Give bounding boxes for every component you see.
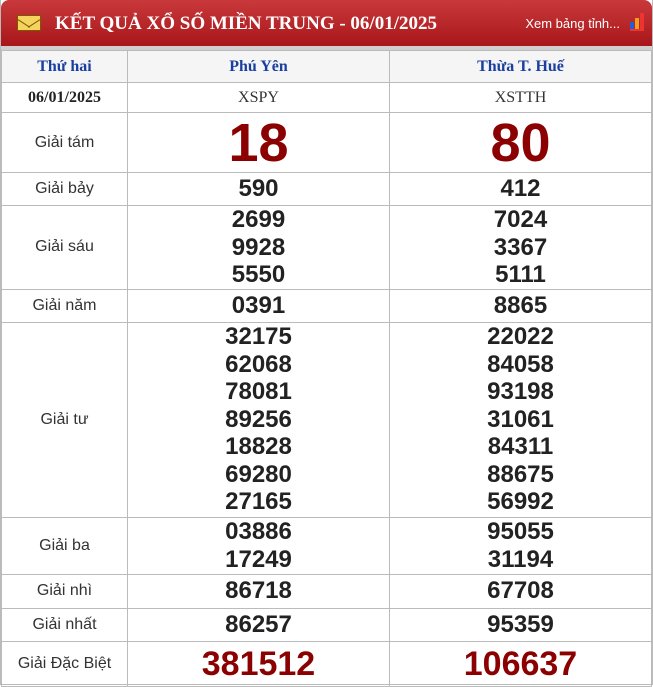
province-thua-thien-hue[interactable]: Thừa T. Huế	[389, 50, 652, 83]
province-code[interactable]: XSPY	[127, 82, 390, 113]
prize-label: Giải tám	[1, 112, 128, 173]
prize-row: Giải bảy 590 412	[1, 172, 652, 206]
prize-number: 89256	[225, 405, 292, 433]
prize-label: Giải ba	[1, 516, 128, 575]
prize-label: Giải nhất	[1, 607, 128, 642]
prize-number: 5111	[495, 261, 546, 288]
prize-number: 17249	[225, 545, 292, 573]
prize-number: 412	[500, 175, 541, 203]
prize-number: 88675	[487, 460, 554, 488]
view-province-table-link[interactable]: Xem bảng tỉnh...	[525, 15, 620, 31]
prize-cell: 2699 9928 5550	[127, 205, 390, 290]
prize-label: Giải sáu	[1, 205, 128, 290]
prize-cell: 18	[127, 112, 390, 173]
day-of-week: Thứ hai	[1, 50, 128, 83]
bar-chart-icon[interactable]	[630, 13, 644, 31]
prize-number: 69280	[225, 460, 292, 488]
prize-number: 03886	[225, 518, 292, 545]
prize-cell: 381512	[127, 640, 390, 687]
divider	[1, 46, 652, 50]
prize-number: 22022	[487, 323, 554, 351]
prize-cell: 7024 3367 5111	[389, 205, 652, 290]
prize-cell: 80	[389, 112, 652, 173]
prize-number: 8865	[493, 291, 548, 319]
prize-number: 93198	[487, 378, 554, 406]
prize-number: 95359	[487, 610, 554, 638]
prize-number: 86718	[225, 577, 292, 605]
prize-number: 2699	[231, 206, 286, 233]
prize-label: Giải năm	[1, 288, 128, 323]
prize-number: 3367	[493, 233, 548, 261]
prize-number: 86257	[225, 610, 292, 638]
province-phu-yen[interactable]: Phú Yên	[127, 50, 390, 83]
prize-number: 5550	[231, 261, 286, 288]
prize-number: 18	[228, 112, 289, 173]
prize-row: Giải nhất 86257 95359	[1, 607, 652, 642]
prize-cell: 590	[127, 172, 390, 206]
header-row: Thứ hai Phú Yên Thừa T. Huế	[1, 50, 652, 83]
prize-number: 27165	[225, 488, 292, 516]
prize-number: 31194	[487, 545, 554, 573]
results-table: Thứ hai Phú Yên Thừa T. Huế 06/01/2025 X…	[1, 50, 652, 687]
prize-number: 80	[490, 112, 551, 173]
prize-row: Giải Đặc Biệt 381512 106637	[1, 640, 652, 687]
prize-cell: 22022 84058 93198 31061 84311 88675 56992	[389, 321, 652, 518]
prize-row: Giải năm 0391 8865	[1, 288, 652, 323]
prize-row: Giải tám 18 80	[1, 112, 652, 173]
prize-cell: 0391	[127, 288, 390, 323]
prize-number: 9928	[231, 233, 286, 261]
prize-number: 18828	[225, 433, 292, 461]
prize-cell: 67708	[389, 573, 652, 609]
prize-number: 7024	[493, 206, 548, 233]
prize-row: Giải nhì 86718 67708	[1, 573, 652, 609]
prize-number: 84311	[487, 433, 554, 461]
prize-number: 590	[238, 175, 279, 203]
page-title: KẾT QUẢ XỔ SỐ MIỀN TRUNG - 06/01/2025	[55, 13, 437, 34]
prize-number: 62068	[225, 350, 292, 378]
envelope-icon	[17, 15, 41, 31]
prize-number: 31061	[487, 405, 554, 433]
prize-number: 95055	[487, 518, 554, 545]
prize-number: 84058	[487, 350, 554, 378]
prize-number: 32175	[225, 323, 292, 351]
prize-label: Giải nhì	[1, 573, 128, 609]
prize-row: Giải tư 32175 62068 78081 89256 18828 69280 271…	[1, 321, 652, 518]
prize-number: 0391	[231, 291, 286, 319]
prize-row: Giải ba 03886 17249 95055 31194	[1, 516, 652, 575]
prize-cell: 86718	[127, 573, 390, 609]
prize-number: 78081	[225, 378, 292, 406]
prize-cell: 95359	[389, 607, 652, 642]
prize-number: 106637	[463, 644, 578, 683]
prize-cell: 86257	[127, 607, 390, 642]
prize-row: Giải sáu 2699 9928 5550 7024 3367 5111	[1, 205, 652, 290]
header-bar: KẾT QUẢ XỔ SỐ MIỀN TRUNG - 06/01/2025 Xe…	[1, 0, 652, 46]
prize-cell: 03886 17249	[127, 516, 390, 575]
date-row: 06/01/2025 XSPY XSTTH	[1, 82, 652, 113]
prize-number: 56992	[487, 488, 554, 516]
prize-number: 67708	[487, 577, 554, 605]
prize-number: 381512	[201, 644, 316, 683]
prize-cell: 95055 31194	[389, 516, 652, 575]
prize-cell: 412	[389, 172, 652, 206]
draw-date: 06/01/2025	[1, 82, 128, 113]
prize-label: Giải tư	[1, 321, 128, 518]
prize-cell: 32175 62068 78081 89256 18828 69280 27165	[127, 321, 390, 518]
prize-cell: 8865	[389, 288, 652, 323]
prize-label: Giải Đặc Biệt	[1, 640, 128, 687]
prize-cell: 106637	[389, 640, 652, 687]
prize-label: Giải bảy	[1, 172, 128, 206]
province-code[interactable]: XSTTH	[389, 82, 652, 113]
